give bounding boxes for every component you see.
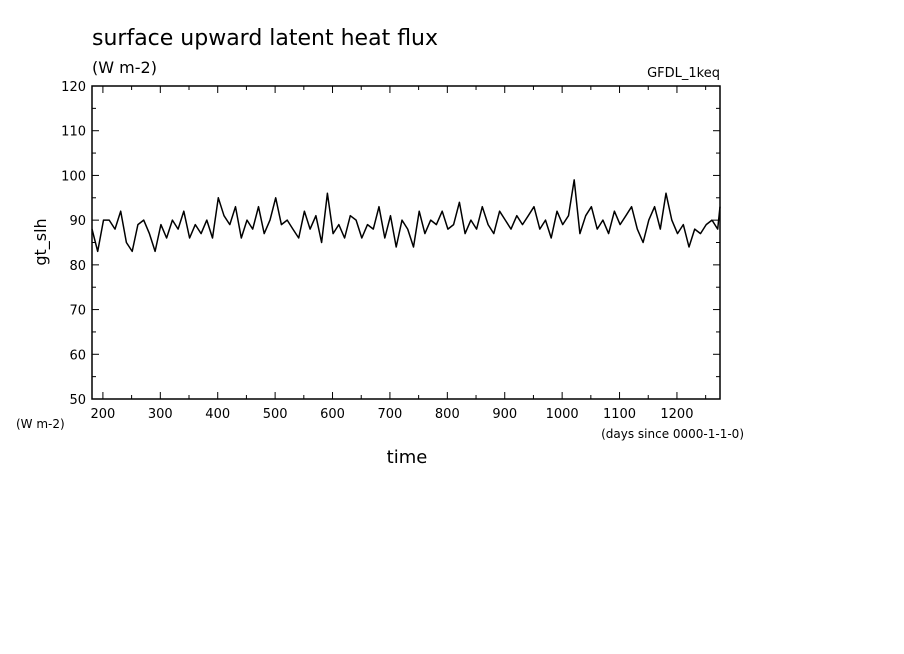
y-axis-ticks: 50 60 70 80 90 100 110 120: [61, 80, 720, 408]
x-tick-label: 900: [492, 407, 517, 422]
y-tick-label: 60: [69, 348, 86, 363]
x-tick-label: 400: [205, 407, 230, 422]
x-tick-label: 700: [378, 407, 403, 422]
y-tick-label: 100: [61, 169, 86, 184]
y-tick-label: 110: [61, 125, 86, 140]
x-tick-label: 1100: [603, 407, 636, 422]
source-label: GFDL_1keq: [647, 66, 720, 81]
x-tick-label: 200: [90, 407, 115, 422]
series-line: [91, 179, 721, 253]
x-tick-label: 600: [320, 407, 345, 422]
plot-frame: [91, 85, 721, 400]
x-tick-label: 1000: [546, 407, 579, 422]
chart-subtitle: (W m-2): [92, 58, 157, 77]
x-axis-ticks: 200 300 400 500 600 700 800 900 1000 1100 1200: [90, 86, 707, 422]
x-axis-label: time: [387, 447, 428, 468]
x-tick-label: 800: [435, 407, 460, 422]
y-tick-label: 80: [69, 259, 86, 274]
x-tick-label: 1200: [660, 407, 693, 422]
y-axis-units: (W m-2): [16, 417, 65, 431]
y-tick-label: 50: [69, 393, 86, 408]
y-axis-label: gt_slh: [31, 218, 51, 265]
y-tick-label: 120: [61, 80, 86, 95]
x-axis-units: (days since 0000-1-1-0): [601, 427, 744, 441]
y-tick-label: 90: [69, 214, 86, 229]
y-tick-label: 70: [69, 304, 86, 319]
chart-title: surface upward latent heat flux: [92, 26, 438, 51]
x-tick-label: 300: [148, 407, 173, 422]
x-tick-label: 500: [263, 407, 288, 422]
